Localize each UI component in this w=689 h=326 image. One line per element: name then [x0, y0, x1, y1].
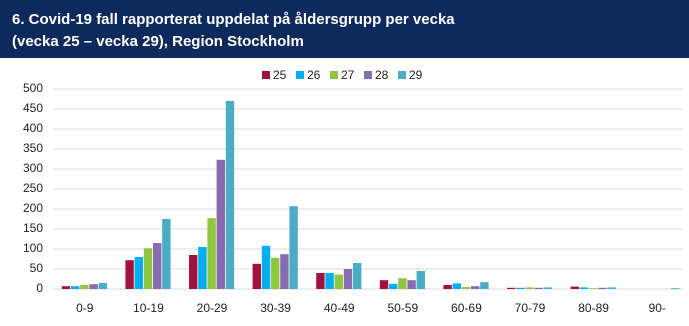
legend-swatch: [330, 71, 338, 79]
bar: [516, 287, 525, 289]
legend-swatch: [398, 71, 406, 79]
y-tick-label: 200: [23, 201, 43, 215]
x-tick-label: 80-89: [578, 301, 609, 315]
bar: [80, 285, 89, 289]
legend-label: 25: [273, 68, 287, 82]
x-tick-label: 90-: [649, 301, 666, 315]
y-tick-label: 100: [23, 241, 43, 255]
chart-title-line: (vecka 25 – vecka 29), Region Stockholm: [12, 33, 304, 50]
y-tick-label: 400: [23, 121, 43, 135]
bar: [343, 269, 353, 289]
legend-label: 28: [375, 68, 389, 82]
bar: [280, 254, 289, 289]
bar: [143, 248, 153, 289]
bar: [334, 274, 343, 289]
bar: [61, 286, 71, 289]
legend-label: 27: [341, 68, 355, 82]
y-tick-label: 0: [36, 281, 43, 295]
y-tick-label: 350: [23, 141, 43, 155]
bar: [443, 285, 452, 289]
x-tick-label: 40-49: [324, 301, 355, 315]
bar: [398, 278, 407, 289]
y-tick-label: 300: [23, 161, 43, 175]
bar: [252, 263, 261, 289]
x-tick-label: 20-29: [197, 301, 228, 315]
bar: [216, 159, 225, 289]
x-tick-label: 50-59: [387, 301, 418, 315]
x-tick-label: 70-79: [515, 301, 546, 315]
bar: [162, 219, 171, 289]
bar: [189, 255, 198, 289]
y-tick-label: 450: [23, 101, 43, 115]
x-tick-label: 0-9: [76, 301, 94, 315]
bar: [589, 288, 598, 289]
x-tick-label: 30-39: [260, 301, 291, 315]
bar: [525, 287, 534, 289]
x-tick-label: 10-19: [133, 301, 164, 315]
x-tick-label: 60-69: [451, 301, 482, 315]
bar: [507, 287, 516, 289]
bar: [471, 286, 480, 289]
bar: [534, 287, 543, 289]
bar: [461, 287, 471, 289]
bar: [353, 263, 362, 289]
bar: [261, 245, 271, 289]
bar: [389, 283, 398, 289]
legend-label: 26: [307, 68, 321, 82]
bar: [225, 101, 235, 289]
legend-swatch: [262, 71, 270, 79]
bar: [325, 273, 334, 289]
bar: [271, 257, 280, 289]
y-tick-label: 50: [30, 261, 44, 275]
bar: [198, 247, 207, 289]
bar: [416, 271, 425, 289]
bar: [289, 206, 298, 289]
bar: [98, 283, 107, 289]
bar: [570, 286, 579, 289]
bar: [598, 287, 607, 289]
bar: [207, 218, 216, 289]
bar: [153, 243, 162, 289]
bar: [543, 287, 553, 289]
bar: [379, 280, 389, 289]
legend-label: 29: [409, 68, 423, 82]
bar: [579, 287, 589, 289]
y-tick-label: 500: [23, 81, 43, 95]
header-band: [0, 0, 689, 58]
y-tick-label: 150: [23, 221, 43, 235]
bar: [89, 284, 98, 289]
chart-title-line: 6. Covid-19 fall rapporterat uppdelat på…: [12, 11, 455, 28]
bar: [452, 283, 461, 289]
bar: [671, 288, 680, 289]
bar: [71, 286, 80, 289]
bar: [125, 260, 134, 289]
bar: [407, 280, 416, 289]
bar: [480, 282, 489, 289]
bar: [134, 257, 143, 289]
y-tick-label: 250: [23, 181, 43, 195]
legend-swatch: [296, 71, 304, 79]
bar: [316, 273, 325, 289]
legend-swatch: [364, 71, 372, 79]
bar: [607, 287, 616, 289]
